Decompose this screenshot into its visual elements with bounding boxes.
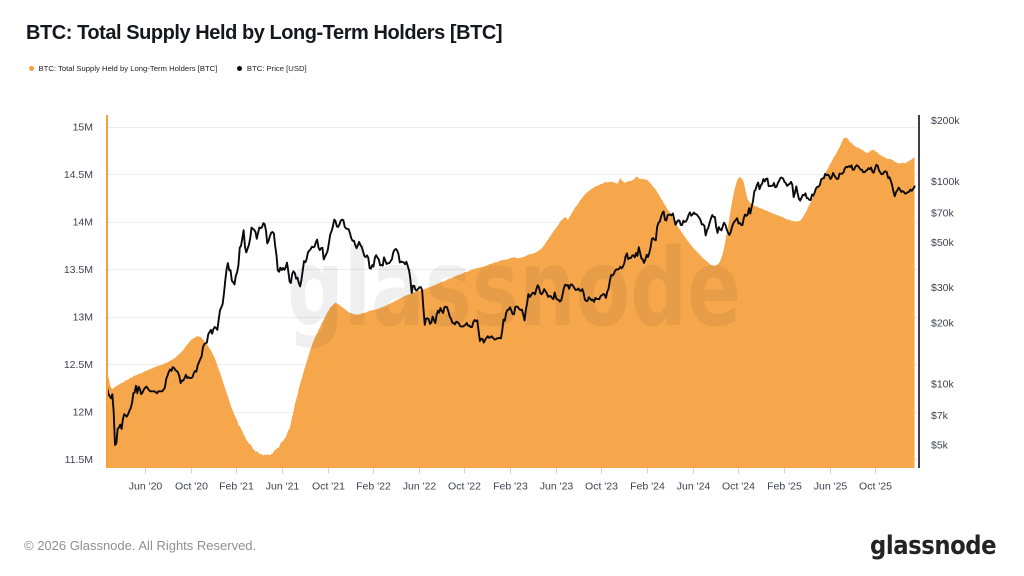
y-right-tick-label: $10k — [931, 379, 955, 391]
x-tick-label: Jun '23 — [540, 481, 574, 493]
legend-item-price[interactable]: BTC: Price [USD] — [237, 64, 307, 73]
x-tick-label: Oct '23 — [585, 481, 618, 493]
y-left-tick-label: 12M — [73, 407, 93, 419]
legend-marker-supply-dot — [29, 66, 34, 71]
y-right-tick-label: $30k — [931, 282, 955, 294]
legend-label-supply: BTC: Total Supply Held by Long-Term Hold… — [38, 64, 218, 73]
y-right-tick-label: $200k — [931, 115, 960, 127]
y-left-tick-label: 12.5M — [64, 359, 93, 371]
y-left-tick-label: 14M — [73, 216, 93, 228]
y-right-tick-label: $7k — [931, 410, 949, 422]
copyright-text: © 2026 Glassnode. All Rights Reserved. — [24, 538, 257, 553]
legend: BTC: Total Supply Held by Long-Term Hold… — [29, 64, 307, 73]
page-title: BTC: Total Supply Held by Long-Term Hold… — [26, 22, 503, 44]
y-right-tick-label: $50k — [931, 237, 955, 249]
supply-area-series[interactable] — [107, 137, 915, 468]
y-right-tick-label: $5k — [931, 440, 949, 452]
x-tick-label: Oct '24 — [722, 481, 755, 493]
y-right-tick-label: $100k — [931, 176, 960, 188]
x-tick-label: Jun '21 — [266, 481, 300, 493]
x-tick-label: Oct '25 — [859, 481, 892, 493]
y-left-tick-label: 13M — [73, 311, 93, 323]
x-tick-label: Jun '25 — [814, 481, 848, 493]
y-left-tick-label: 11.5M — [65, 454, 93, 466]
legend-label-price: BTC: Price [USD] — [246, 64, 307, 73]
x-tick-label: Oct '20 — [175, 481, 208, 493]
y-left-axis: 15M 14.5M 14M 13.5M 13M 12.5M 12M 11.5M — [64, 121, 93, 466]
glassnode-logo[interactable]: glassnode — [869, 531, 997, 561]
x-tick-label: Oct '21 — [312, 481, 345, 493]
legend-item-supply[interactable]: BTC: Total Supply Held by Long-Term Hold… — [29, 64, 217, 73]
x-tick-label: Feb '23 — [493, 481, 528, 493]
y-right-axis: $200k $100k $70k $50k $30k $20k $10k $7k $5k — [931, 115, 960, 452]
y-left-tick-label: 13.5M — [64, 264, 93, 276]
legend-marker-price-dot — [237, 66, 243, 71]
x-axis: Jun '20 Oct '20 Feb '21 Jun '21 Oct '21 Feb '… — [129, 468, 892, 493]
x-tick-label: Feb '24 — [630, 481, 665, 493]
price-line-series[interactable] — [106, 163, 916, 446]
y-right-tick-label: $70k — [931, 207, 955, 219]
x-tick-label: Jun '20 — [129, 481, 163, 493]
x-tick-label: Jun '24 — [677, 481, 711, 493]
x-tick-label: Oct '22 — [448, 481, 481, 493]
x-tick-label: Jun '22 — [403, 481, 437, 493]
y-left-tick-label: 15M — [73, 121, 93, 133]
y-left-tick-label: 14.5M — [64, 169, 93, 181]
x-tick-label: Feb '21 — [219, 481, 254, 493]
x-tick-label: Feb '25 — [767, 481, 802, 493]
x-tick-label: Feb '22 — [356, 481, 391, 493]
y-right-tick-label: $20k — [931, 318, 955, 330]
